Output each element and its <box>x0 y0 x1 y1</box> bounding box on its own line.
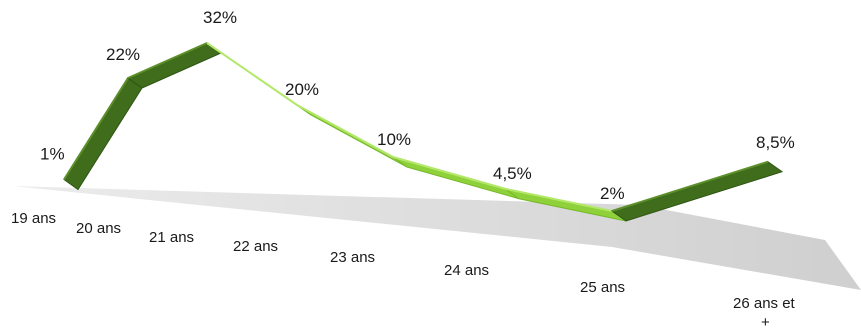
ribbon-segment <box>63 77 143 191</box>
ribbon-segment <box>126 42 223 89</box>
series-ribbon <box>63 42 784 222</box>
ribbon-edge <box>296 104 394 158</box>
data-label: 10% <box>377 130 411 149</box>
category-label: 25 ans <box>580 279 625 296</box>
category-label: 20 ans <box>76 220 121 237</box>
data-label: 22% <box>106 45 140 64</box>
category-label: 26 ans et + <box>733 295 796 330</box>
ribbon-segment <box>610 161 784 222</box>
ribbon-edge <box>127 42 208 79</box>
ribbon-edge <box>392 156 506 190</box>
data-label: 32% <box>203 8 237 27</box>
data-label: 8,5% <box>756 133 795 152</box>
ribbon-edge <box>63 77 129 181</box>
data-label: 2% <box>600 184 625 203</box>
ribbon-edge <box>206 42 298 106</box>
category-label: 21 ans <box>149 229 194 246</box>
chart-floor <box>12 186 861 290</box>
category-label: 24 ans <box>444 262 489 279</box>
category-label: 22 ans <box>233 238 278 255</box>
category-labels: 19 ans 20 ans 21 ans 22 ans 23 ans 24 ans 25 a… <box>11 210 796 330</box>
data-label: 1% <box>40 145 65 164</box>
data-labels: 1% 22% 32% 20% 10% 4,5% 2% 8,5% <box>40 8 795 203</box>
ribbon-edge <box>504 187 613 212</box>
category-label: 19 ans <box>11 210 56 227</box>
category-label: 23 ans <box>330 249 375 266</box>
data-label: 4,5% <box>493 164 532 183</box>
ribbon-edge <box>611 160 769 212</box>
data-label: 20% <box>285 80 319 99</box>
